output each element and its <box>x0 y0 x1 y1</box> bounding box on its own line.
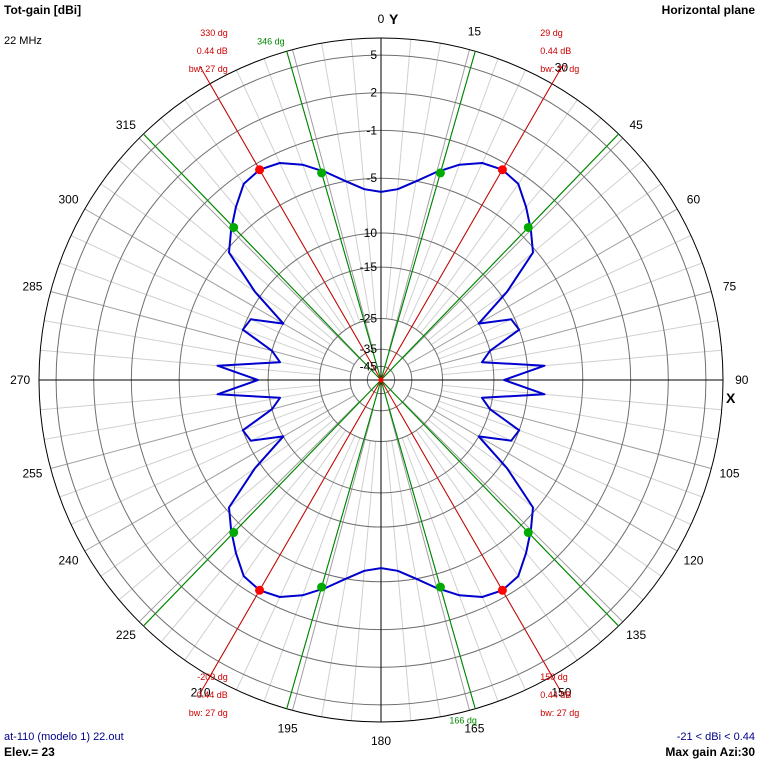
max-gain-marker <box>497 585 507 595</box>
max-gain-annotation: bw: 27 dg <box>540 708 579 718</box>
frequency-label: 22 MHz <box>4 35 42 47</box>
grid-spoke <box>410 387 712 469</box>
grid-spoke <box>50 387 352 469</box>
gain-range-label: -21 < dBi < 0.44 <box>676 731 755 743</box>
radial-tick-label: -45 <box>360 359 378 373</box>
max-gain-annotation: 0.44 dB <box>197 46 228 56</box>
azimuth-tick-label: 90 <box>735 373 749 387</box>
grid-spoke <box>402 401 624 623</box>
beamwidth-marker <box>435 168 445 178</box>
azimuth-tick-label: 180 <box>371 734 391 748</box>
azimuth-tick-label: 240 <box>59 553 79 567</box>
azimuth-tick-label: 0 <box>378 12 385 26</box>
max-gain-marker <box>497 165 507 175</box>
plane-label: Horizontal plane <box>661 3 755 17</box>
max-gain-annotation: 330 dg <box>200 28 228 38</box>
radial-tick-label: -5 <box>366 171 377 185</box>
max-gain-annotation: 0.44 dB <box>197 690 228 700</box>
grid-spoke <box>388 49 470 351</box>
max-gain-annotation: 0.44 dB <box>540 46 571 56</box>
azimuth-tick-label: 45 <box>629 118 643 132</box>
radial-tick-label: -15 <box>360 260 378 274</box>
azimuth-tick-label: 165 <box>464 722 484 736</box>
azimuth-tick-label: 15 <box>468 24 482 38</box>
beamwidth-annotation: 346 dg <box>257 37 285 47</box>
azimuth-tick-label: 105 <box>720 466 740 480</box>
max-gain-annotation: bw: 27 dg <box>540 64 579 74</box>
azimuth-tick-label: 270 <box>10 373 30 387</box>
elevation-label: Elev.= 23 <box>4 745 55 759</box>
max-gain-label: Max gain Azi:30 <box>665 745 755 759</box>
grid-spoke <box>84 208 355 366</box>
beamwidth-marker <box>523 222 533 232</box>
center-marker <box>378 377 384 383</box>
azimuth-tick-label: 225 <box>116 628 136 642</box>
max-gain-annotation: bw: 27 dg <box>189 708 228 718</box>
beamwidth-marker <box>317 168 327 178</box>
azimuth-tick-label: 120 <box>683 553 703 567</box>
azimuth-tick-label: 75 <box>723 280 737 294</box>
max-gain-marker <box>255 165 265 175</box>
grid-spoke <box>138 401 360 623</box>
x-axis-letter: X <box>726 390 736 406</box>
beamwidth-marker <box>523 528 533 538</box>
max-gain-annotation: bw: 27 dg <box>189 64 228 74</box>
max-gain-line <box>380 379 563 695</box>
azimuth-tick-label: 315 <box>116 118 136 132</box>
radial-tick-label: -35 <box>360 342 378 356</box>
radial-tick-label: 5 <box>370 48 377 62</box>
grid-spoke <box>407 208 678 366</box>
radial-tick-label: -25 <box>360 311 378 325</box>
grid-spoke <box>138 137 360 359</box>
max-gain-line <box>199 379 382 695</box>
y-axis-letter: Y <box>389 11 399 27</box>
azimuth-tick-label: 255 <box>22 466 42 480</box>
grid-spoke <box>407 394 678 552</box>
azimuth-tick-label: 60 <box>687 193 701 207</box>
file-name: at-110 (modelo 1) 22.out <box>4 731 124 743</box>
grid-spoke <box>388 409 470 711</box>
beamwidth-annotation: 166 dg <box>449 715 477 725</box>
chart-title: Tot-gain [dBi] <box>4 3 82 17</box>
grid-spoke <box>410 291 712 373</box>
grid-spoke <box>84 394 355 552</box>
azimuth-tick-label: 285 <box>22 280 42 294</box>
grid-spoke <box>402 137 624 359</box>
max-gain-line <box>380 65 563 381</box>
max-gain-annotation: 150 dg <box>540 672 568 682</box>
gain-pattern-curve <box>216 162 546 598</box>
beamwidth-marker <box>229 222 239 232</box>
grid-spoke <box>292 409 374 711</box>
radial-tick-label: 10 <box>364 226 378 240</box>
azimuth-tick-label: 30 <box>555 61 569 75</box>
grid-spoke <box>292 49 374 351</box>
azimuth-tick-label: 210 <box>191 685 211 699</box>
beamwidth-marker <box>317 582 327 592</box>
azimuth-tick-label: 300 <box>59 193 79 207</box>
max-gain-annotation: 29 dg <box>540 28 563 38</box>
max-gain-annotation: 0.44 dB <box>540 690 571 700</box>
beamwidth-marker <box>229 528 239 538</box>
beamwidth-marker <box>435 582 445 592</box>
max-gain-annotation: -209 dg <box>197 672 228 682</box>
grid-spoke <box>50 291 352 373</box>
azimuth-tick-label: 135 <box>626 628 646 642</box>
max-gain-line <box>199 65 382 381</box>
radial-tick-label: -1 <box>366 123 377 137</box>
azimuth-tick-label: 195 <box>278 722 298 736</box>
azimuth-tick-label: 150 <box>551 685 571 699</box>
radial-tick-label: 2 <box>370 86 377 100</box>
max-gain-marker <box>255 585 265 595</box>
